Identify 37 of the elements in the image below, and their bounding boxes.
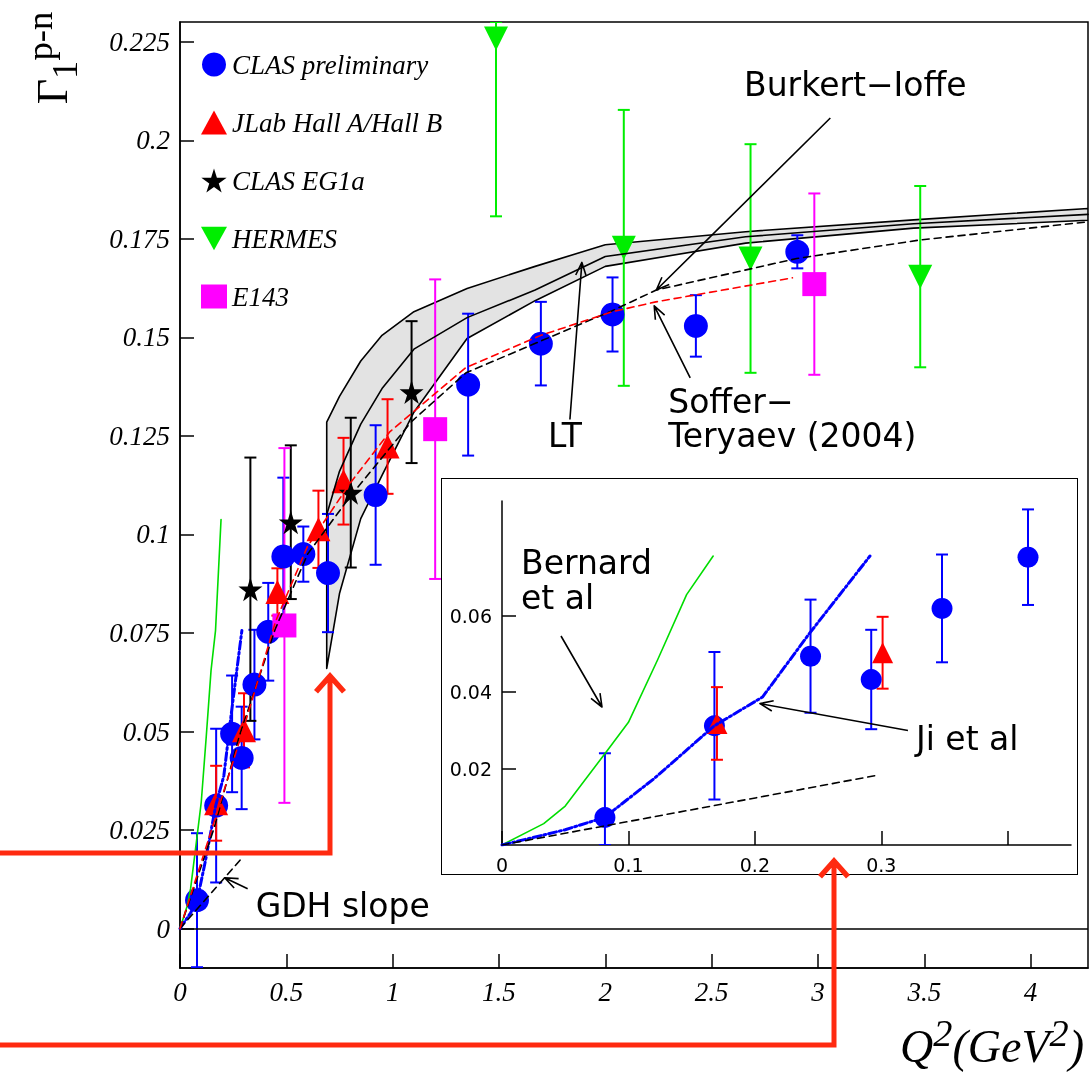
y-tick-label: 0.02 (449, 757, 492, 780)
legend-label: HERMES (231, 223, 338, 254)
y-tick-label: 0.04 (449, 681, 492, 704)
y-tick-label: 0 (156, 913, 171, 944)
x-tick-label: 0.1 (613, 853, 644, 876)
y-tick-label: 0.05 (122, 716, 170, 747)
y-tick-label: 0.075 (109, 617, 170, 648)
x-tick-label: 4 (1023, 976, 1038, 1007)
y-tick-label: 0.225 (109, 26, 170, 57)
y-tick-label: 0.15 (122, 322, 170, 353)
legend-label: CLAS EG1a (232, 165, 365, 196)
y-tick-label: 0.2 (136, 125, 170, 156)
x-tick-label: 2 (598, 976, 613, 1007)
legend-label: CLAS preliminary (232, 49, 429, 80)
x-tick-label: 1.5 (482, 976, 516, 1007)
x-tick-label: 2.5 (694, 976, 729, 1007)
x-tick-label: 1 (385, 976, 400, 1007)
annotation: Bernard et al (521, 543, 653, 617)
x-tick-label: 0.2 (739, 853, 770, 876)
x-tick-label: 3 (810, 976, 825, 1007)
y-tick-label: 0.125 (109, 420, 170, 451)
annotation: Ji et al (915, 718, 1019, 758)
y-tick-label: 0.025 (109, 815, 170, 846)
annotation: Burkert−Ioffe (744, 64, 967, 104)
x-tick-label: 0.3 (866, 853, 897, 876)
y-tick-label: 0.175 (109, 223, 170, 254)
x-axis-title: Q$^{2}$(GeV$^{2}$) (900, 1010, 1084, 1073)
x-tick-label: 0.5 (269, 976, 304, 1007)
legend-label: E143 (231, 281, 289, 312)
x-tick-label: 0 (495, 853, 509, 876)
y-tick-label: 0.06 (449, 604, 492, 627)
annotation: Soffer− Teryaev (2004) (668, 381, 917, 456)
y-tick-label: 0.1 (136, 519, 170, 550)
annotation: GDH slope (255, 885, 430, 925)
annotation: LT (547, 416, 582, 456)
legend-label: JLab Hall A/Hall B (232, 107, 443, 138)
x-tick-label: 3.5 (906, 976, 942, 1007)
